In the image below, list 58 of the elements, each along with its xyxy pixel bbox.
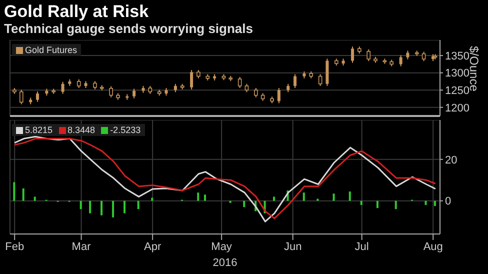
bar — [272, 196, 275, 201]
bar — [204, 194, 206, 201]
chart-title: Gold Rally at Risk — [4, 2, 149, 22]
y-tick-label: 20 — [445, 154, 458, 166]
bar — [434, 200, 436, 206]
legend-label: 8.3448 — [68, 125, 96, 135]
bar — [302, 192, 305, 201]
bar — [13, 182, 16, 201]
legend-label: Gold Futures — [25, 45, 78, 55]
bar — [80, 200, 82, 210]
candlestick — [190, 70, 194, 90]
candlestick — [366, 48, 370, 62]
bar — [197, 192, 200, 201]
bar — [348, 192, 351, 201]
bar — [360, 200, 362, 205]
candlestick — [238, 76, 242, 89]
bar — [332, 194, 335, 201]
x-tick-label: Jun — [284, 240, 302, 253]
bar — [137, 200, 140, 210]
x-tick-label: May — [211, 240, 232, 253]
candlestick — [277, 88, 280, 104]
bar — [34, 196, 36, 201]
y-tick-label: 1200 — [445, 102, 470, 114]
bar — [243, 200, 246, 208]
bar — [89, 200, 92, 214]
y-tick-label: 1250 — [445, 84, 470, 97]
x-axis-title: 2016 — [212, 257, 238, 269]
bar — [100, 200, 103, 216]
x-tick-label: Jul — [354, 240, 369, 253]
chart-subtitle: Technical gauge sends worrying signals — [4, 21, 253, 36]
y-tick-label: 0 — [445, 196, 452, 208]
bar — [394, 200, 397, 210]
candlestick — [36, 90, 39, 102]
candlestick — [318, 74, 322, 86]
legend-label: 5.8215 — [25, 125, 53, 135]
x-tick-label: Mar — [72, 240, 92, 253]
candlestick — [61, 81, 64, 94]
candlestick — [109, 86, 113, 98]
legend-label: -2.5233 — [110, 125, 141, 135]
candlestick — [399, 54, 402, 67]
candlestick — [351, 46, 354, 64]
x-tick-label: Apr — [144, 240, 162, 253]
bar — [112, 200, 114, 218]
x-tick-label: Aug — [423, 240, 443, 253]
candlestick — [132, 88, 136, 99]
bar — [424, 200, 427, 205]
candlestick — [294, 74, 297, 89]
bar — [376, 200, 378, 208]
x-tick-label: Feb — [5, 240, 24, 253]
y-tick-label: 1300 — [445, 68, 470, 80]
y-tick-label: 1350 — [445, 50, 470, 62]
candlestick — [422, 51, 426, 62]
candlestick — [254, 88, 258, 98]
bar — [124, 200, 126, 214]
bar — [151, 198, 154, 201]
candlestick — [326, 58, 329, 86]
bar — [22, 188, 24, 201]
candlestick — [19, 89, 24, 105]
